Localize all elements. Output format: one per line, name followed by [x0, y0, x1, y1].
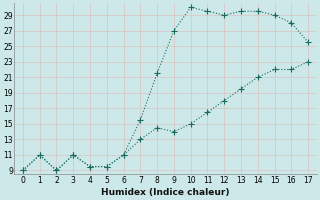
X-axis label: Humidex (Indice chaleur): Humidex (Indice chaleur) [101, 188, 230, 197]
